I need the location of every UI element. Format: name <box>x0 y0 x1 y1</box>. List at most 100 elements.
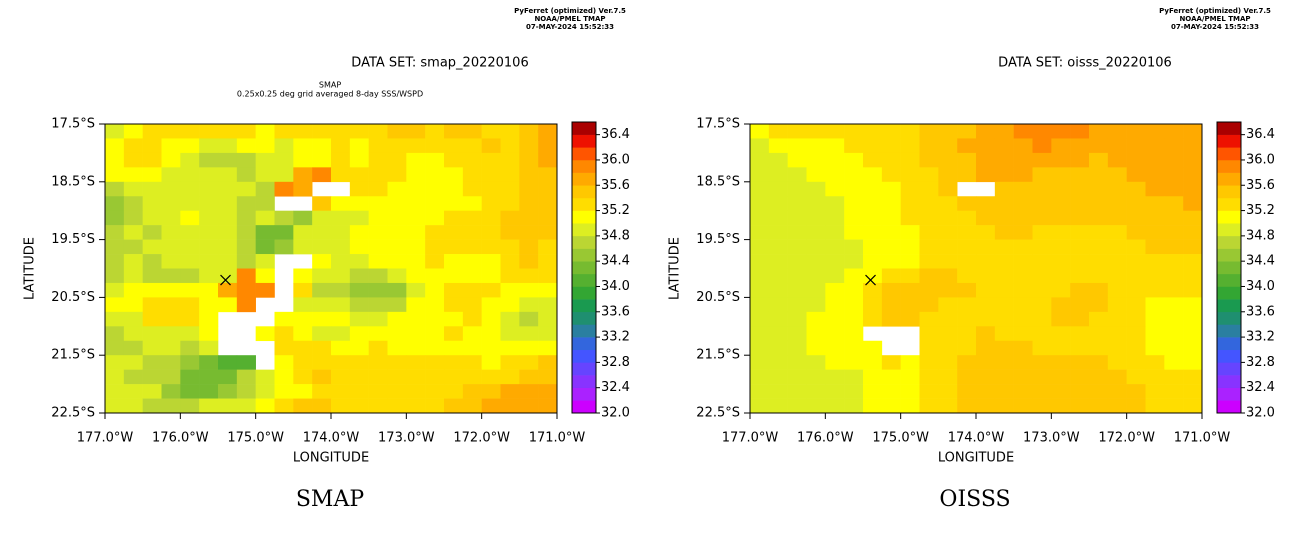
heat-cell <box>199 369 219 385</box>
colorbar-tick-label: 32.0 <box>1246 406 1275 421</box>
heat-cell <box>312 311 332 327</box>
colorbar-band <box>572 362 596 376</box>
heat-cell <box>1164 311 1184 327</box>
header-text: 07-MAY-2024 15:52:33 <box>1171 23 1259 31</box>
x-tick-label: 174.0°W <box>948 431 1005 446</box>
heat-cell <box>500 282 520 298</box>
heat-cell <box>180 369 200 385</box>
heat-cell <box>1051 152 1071 168</box>
heat-cell <box>218 225 238 240</box>
heat-cell <box>255 254 275 269</box>
heat-cell <box>1070 210 1090 226</box>
heat-cell <box>957 239 977 255</box>
heat-cell <box>481 369 501 385</box>
heat-cell <box>900 196 920 211</box>
heat-cell <box>105 254 125 269</box>
heat-cell <box>180 384 200 399</box>
heat-cell <box>1013 181 1033 197</box>
heat-cell <box>787 268 807 284</box>
heat-cell <box>331 326 351 342</box>
colorbar-band <box>1217 400 1241 414</box>
heat-cell <box>1145 398 1165 414</box>
heat-cell <box>938 254 958 269</box>
heat-cell <box>994 297 1014 313</box>
heat-cell <box>368 326 388 342</box>
heat-cell <box>105 239 125 255</box>
heat-cell <box>1051 239 1071 255</box>
x-tick-label: 174.0°W <box>303 431 360 446</box>
heat-cell <box>444 167 464 183</box>
heat-cell <box>938 311 958 327</box>
heat-cell <box>331 268 351 284</box>
heat-cell <box>1089 369 1109 385</box>
heat-cell <box>844 326 864 342</box>
heat-cell <box>274 311 294 327</box>
y-tick-label: 22.5°S <box>51 406 95 421</box>
colorbar-band <box>572 400 596 414</box>
heat-cell <box>180 297 200 313</box>
heat-cell <box>768 225 788 240</box>
heat-cell <box>1051 311 1071 327</box>
heat-cell <box>331 124 351 139</box>
heat-cell <box>218 138 238 154</box>
heat-cell <box>481 254 501 269</box>
heat-cell <box>863 282 883 298</box>
heat-cell <box>180 398 200 414</box>
heat-cell <box>462 355 482 370</box>
colorbar-band <box>572 223 596 237</box>
heat-cell <box>1183 124 1203 139</box>
heat-cell <box>274 181 294 197</box>
heat-cell <box>881 384 901 399</box>
heat-cell <box>825 152 845 168</box>
heat-cell <box>538 369 558 385</box>
heat-cell <box>368 181 388 197</box>
heat-cell <box>787 384 807 399</box>
caption: OISSS <box>939 487 1010 512</box>
heat-cell <box>1107 282 1127 298</box>
colorbar-tick-label: 33.2 <box>601 330 630 345</box>
x-tick-label: 176.0°W <box>152 431 209 446</box>
heat-cell <box>255 225 275 240</box>
heat-cell <box>768 268 788 284</box>
heat-cell <box>1032 239 1052 255</box>
heat-cell <box>274 124 294 139</box>
heat-cell <box>368 196 388 211</box>
heat-cell <box>863 355 883 370</box>
heat-cell <box>1183 268 1203 284</box>
heat-cell <box>105 196 125 211</box>
x-tick-label: 175.0°W <box>227 431 284 446</box>
subtitle: 0.25x0.25 deg grid averaged 8-day SSS/WS… <box>237 90 423 99</box>
heat-cell <box>919 311 939 327</box>
heat-cell <box>105 311 125 327</box>
heat-cell <box>919 181 939 197</box>
heat-cell <box>425 181 445 197</box>
heat-cell <box>1070 181 1090 197</box>
heat-cell <box>994 369 1014 385</box>
heat-cell <box>312 282 332 298</box>
heat-cell <box>368 225 388 240</box>
heat-cell <box>312 297 332 313</box>
heat-cell <box>750 239 770 255</box>
heat-cell <box>900 398 920 414</box>
heat-cell <box>255 124 275 139</box>
heat-cell <box>368 254 388 269</box>
heat-cell <box>1164 369 1184 385</box>
colorbar-tick-label: 32.0 <box>601 406 630 421</box>
heat-cell <box>844 311 864 327</box>
heat-cell <box>750 268 770 284</box>
heat-cell <box>976 167 996 183</box>
heat-cell <box>500 210 520 226</box>
heat-cell <box>481 124 501 139</box>
heat-cell <box>900 369 920 385</box>
colorbar-tick-label: 35.6 <box>601 178 630 193</box>
heat-cell <box>976 124 996 139</box>
heat-cell <box>825 326 845 342</box>
heat-cell <box>161 326 181 342</box>
heat-cell <box>218 355 238 370</box>
heat-cell <box>825 254 845 269</box>
heat-cell <box>218 152 238 168</box>
heat-cell <box>161 297 181 313</box>
heat-cell <box>1089 355 1109 370</box>
heat-cell <box>957 167 977 183</box>
chart-title: DATA SET: smap_20220106 <box>351 56 528 71</box>
